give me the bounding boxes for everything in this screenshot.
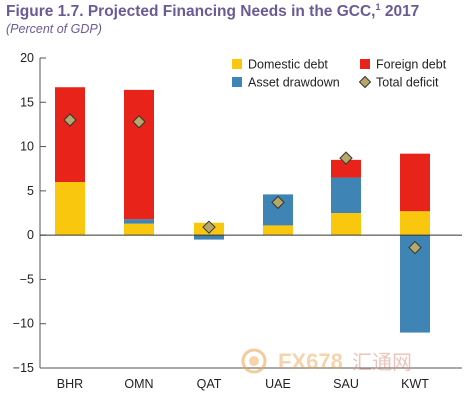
bar-asset-drawdown-omn [124, 219, 154, 224]
marker-total-deficit-sau [339, 151, 353, 165]
figure-title-footnote: 1 [375, 2, 381, 12]
x-tick-label: BHR [57, 377, 83, 391]
marker-total-deficit-uae [271, 195, 285, 210]
legend-label-foreign-debt: Foreign debt [376, 58, 447, 72]
x-tick-label: QAT [197, 377, 222, 391]
marker-total-deficit-omn [132, 115, 146, 129]
marker-total-deficit-bhr [63, 113, 77, 127]
x-tick-label: SAU [333, 377, 359, 391]
y-tick-label: 0 [27, 228, 34, 242]
y-tick-label: 15 [20, 95, 34, 109]
y-tick-label: −5 [20, 272, 34, 286]
figure-title-main: Figure 1.7. Projected Financing Needs in… [6, 3, 376, 21]
bar-domestic-debt-sau [331, 213, 361, 236]
y-tick-label: 20 [20, 51, 34, 65]
watermark-text: FX678 [278, 349, 343, 374]
watermark-logo: FX678 汇通网 [241, 348, 412, 374]
y-tick-label: 5 [27, 184, 34, 198]
bar-foreign-debt-omn [124, 89, 154, 220]
legend-swatch-total-deficit [358, 75, 372, 89]
bar-foreign-debt-bhr [55, 87, 85, 182]
x-tick-label: KWT [401, 377, 429, 391]
legend-swatch-foreign-debt [360, 59, 370, 69]
figure-subtitle: (Percent of GDP) [6, 22, 102, 36]
figure-title: Figure 1.7. Projected Financing Needs in… [6, 2, 419, 21]
legend-label-asset-drawdown: Asset drawdown [248, 76, 340, 90]
x-tick-label: OMN [124, 377, 153, 391]
bar-domestic-debt-omn [124, 223, 154, 236]
y-tick-label: −10 [13, 317, 34, 331]
legend-label-domestic-debt: Domestic debt [248, 58, 328, 72]
marker-total-deficit-kwt [408, 240, 422, 255]
bar-foreign-debt-sau [331, 159, 361, 178]
legend-label-total-deficit: Total deficit [376, 76, 439, 90]
bar-asset-drawdown-sau [331, 177, 361, 213]
bar-asset-drawdown-qat [194, 235, 224, 240]
figure-title-year: 2017 [380, 3, 420, 21]
bar-domestic-debt-bhr [55, 182, 85, 236]
bar-foreign-debt-kwt [400, 153, 430, 212]
y-tick-label: 10 [20, 140, 34, 154]
legend-swatch-domestic-debt [232, 59, 242, 69]
marker-total-deficit-qat [202, 220, 216, 234]
legend-swatch-asset-drawdown [232, 77, 242, 87]
x-tick-label: UAE [265, 377, 291, 391]
watermark-text-cn: 汇通网 [352, 350, 412, 374]
bar-domestic-debt-kwt [400, 211, 430, 236]
bar-domestic-debt-uae [263, 225, 293, 236]
y-tick-label: −15 [13, 361, 34, 375]
